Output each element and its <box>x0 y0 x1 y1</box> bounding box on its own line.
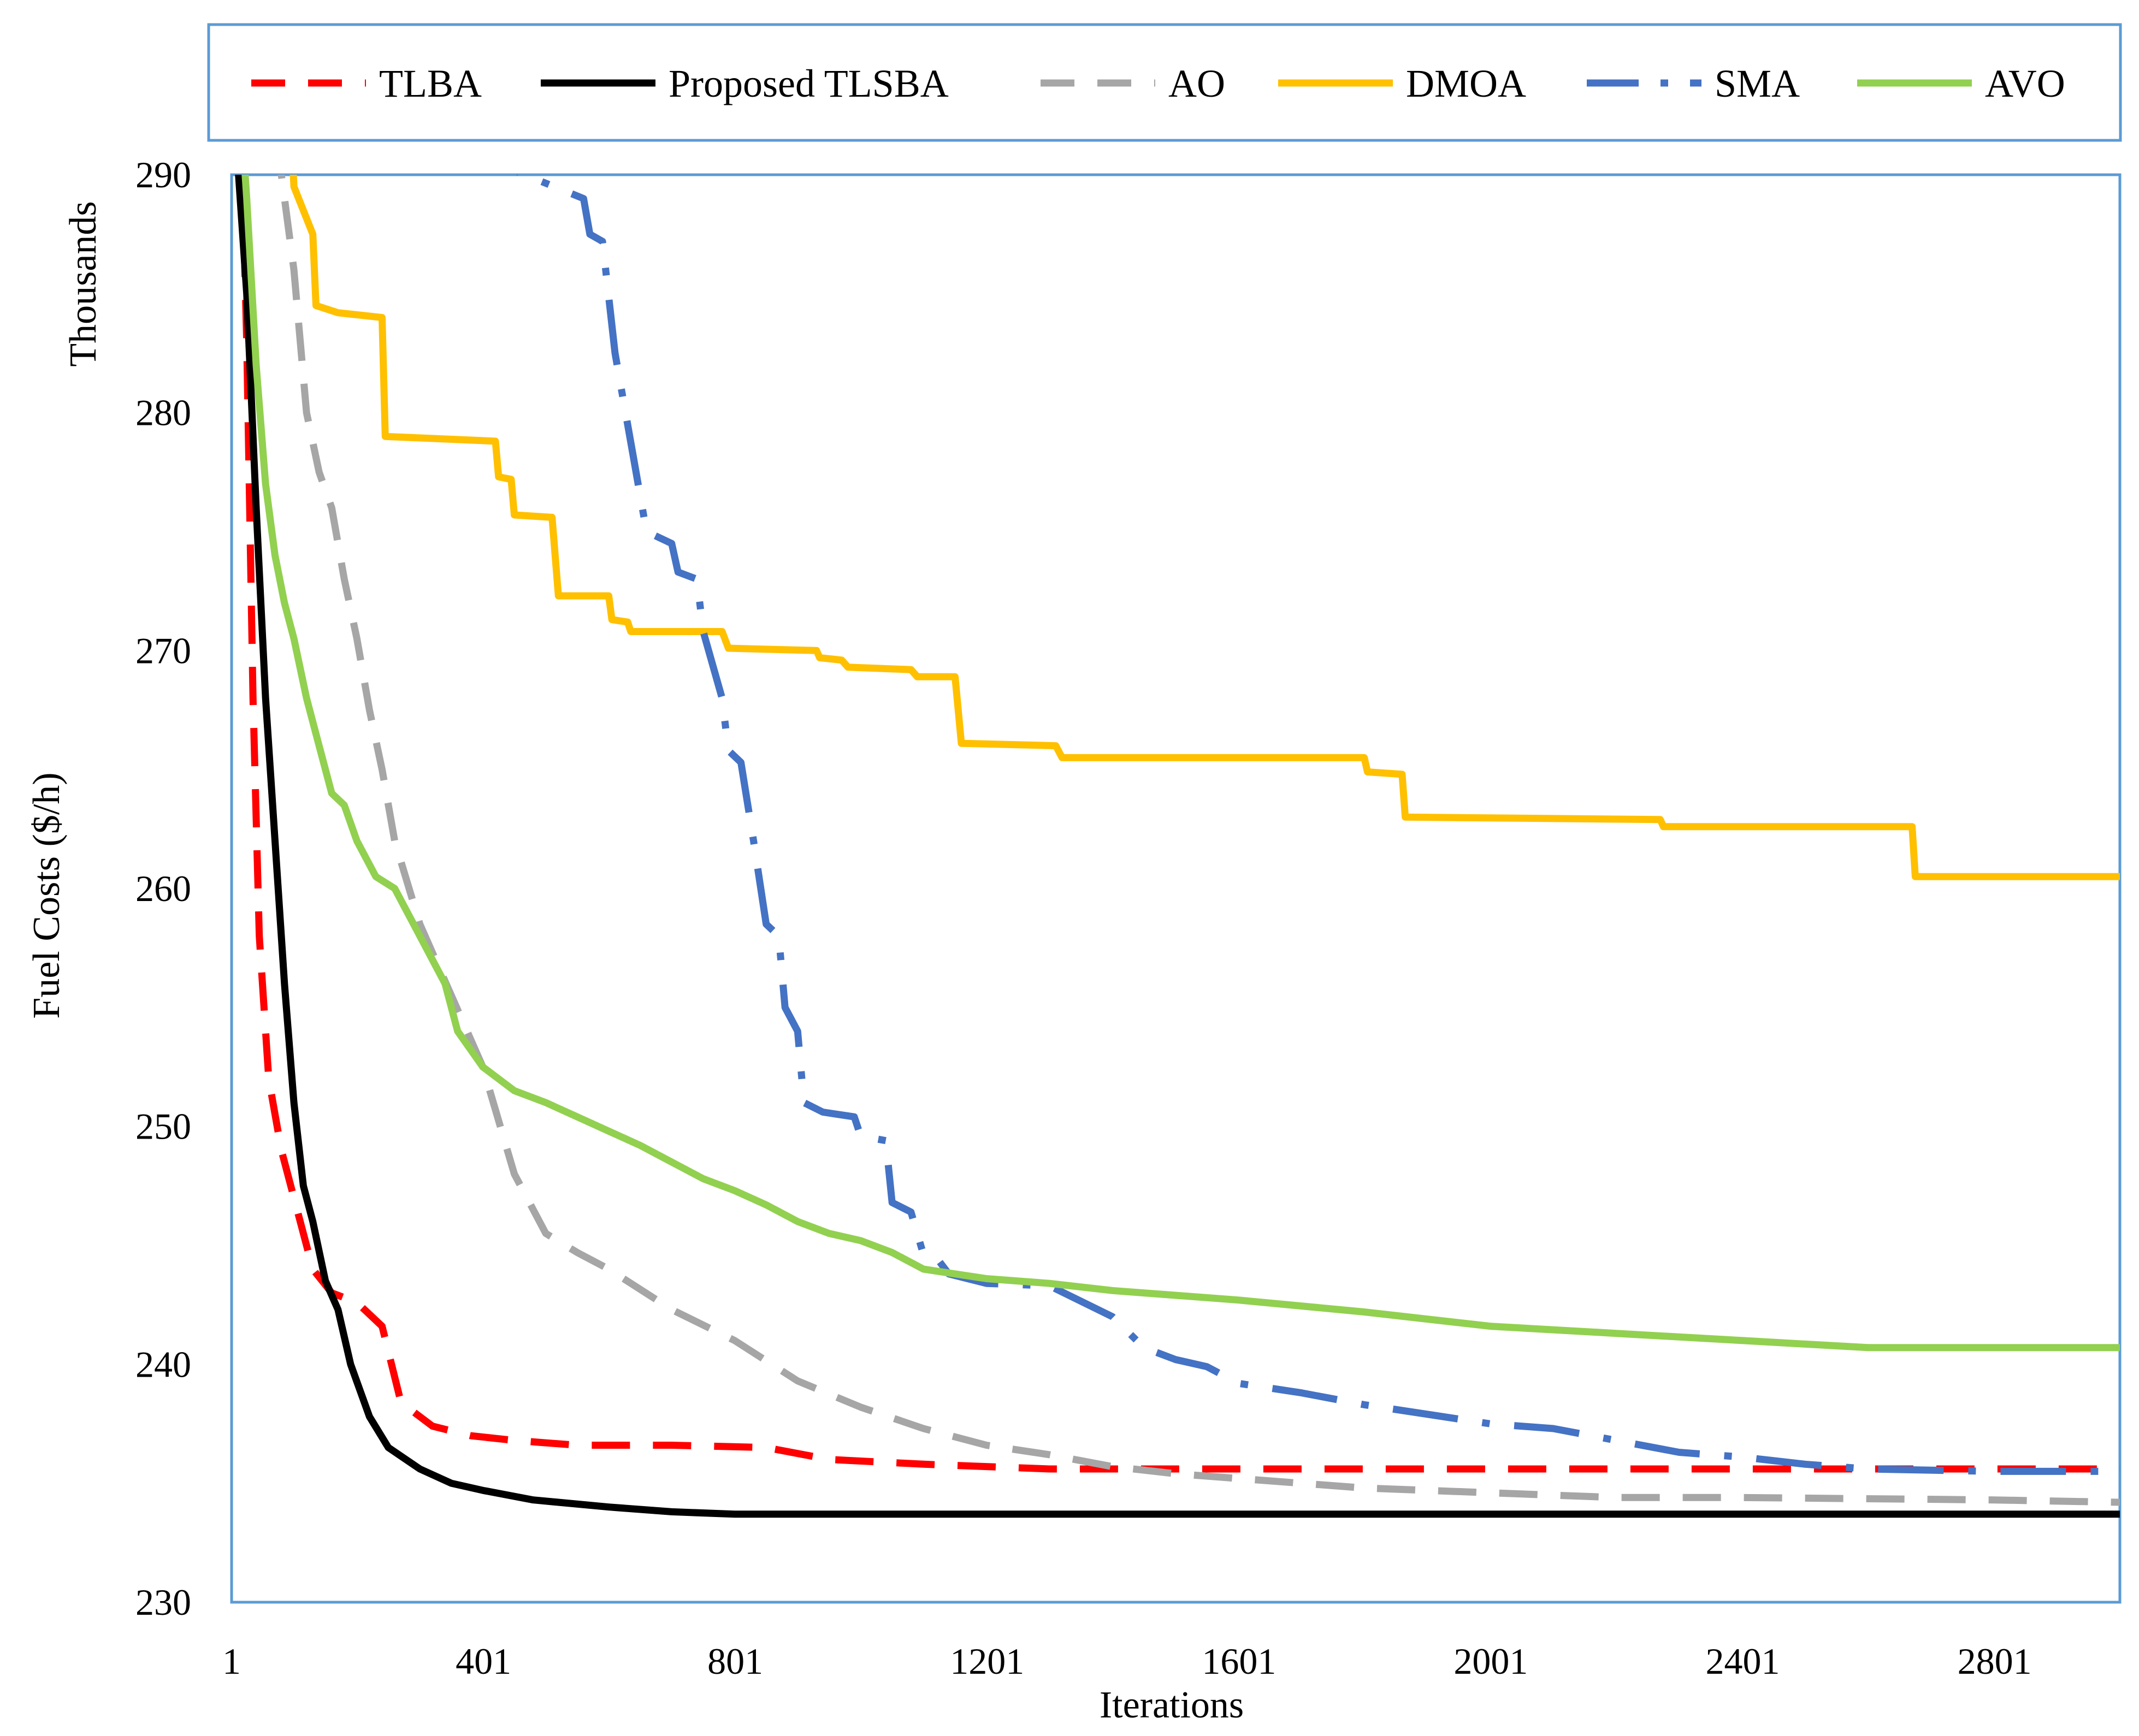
series-line <box>289 175 2120 880</box>
y-unit-label: Thousands <box>62 201 104 366</box>
series-line <box>277 175 2120 1506</box>
series-line <box>241 175 2120 1352</box>
x-tick-label: 1 <box>222 1640 241 1682</box>
x-axis-ticks: 1 401 801 1201 1601 2001 2401 2801 <box>222 1640 2032 1682</box>
y-tick-label: 240 <box>135 1343 191 1385</box>
series-line <box>239 175 2120 1473</box>
legend-label: AVO <box>1985 62 2065 105</box>
y-tick-label: 260 <box>135 868 191 909</box>
y-tick-label: 230 <box>135 1581 191 1623</box>
legend-label: TLBA <box>379 62 482 105</box>
x-tick-label: 2401 <box>1706 1640 1780 1682</box>
x-axis-title: Iterations <box>1100 1684 1244 1726</box>
series-group <box>235 175 2120 1518</box>
legend-label: SMA <box>1715 62 1800 105</box>
legend-items: TLBA Proposed TLSBA AO DMOA SMA AVO <box>251 62 2065 105</box>
legend-label: DMOA <box>1406 62 1526 105</box>
series-line <box>515 175 2120 1475</box>
x-tick-label: 1201 <box>950 1640 1024 1682</box>
x-tick-label: 2001 <box>1453 1640 1528 1682</box>
legend-label: Proposed TLSBA <box>669 62 949 105</box>
legend: TLBA Proposed TLSBA AO DMOA SMA AVO <box>207 23 2122 142</box>
x-tick-label: 2801 <box>1958 1640 2032 1682</box>
y-tick-label: 290 <box>135 154 191 195</box>
y-axis-ticks: 230 240 250 260 270 280 290 <box>135 154 191 1623</box>
plot-area-frame <box>230 173 2122 1604</box>
legend-frame <box>207 23 2122 142</box>
y-tick-label: 250 <box>135 1106 191 1147</box>
y-axis-title: Fuel Costs ($/h) <box>26 772 68 1018</box>
y-tick-label: 280 <box>135 392 191 434</box>
x-tick-label: 1601 <box>1202 1640 1276 1682</box>
series-line <box>235 175 2120 1518</box>
x-tick-label: 801 <box>707 1640 763 1682</box>
x-tick-label: 401 <box>456 1640 511 1682</box>
legend-label: AO <box>1168 62 1225 105</box>
y-tick-label: 270 <box>135 630 191 671</box>
